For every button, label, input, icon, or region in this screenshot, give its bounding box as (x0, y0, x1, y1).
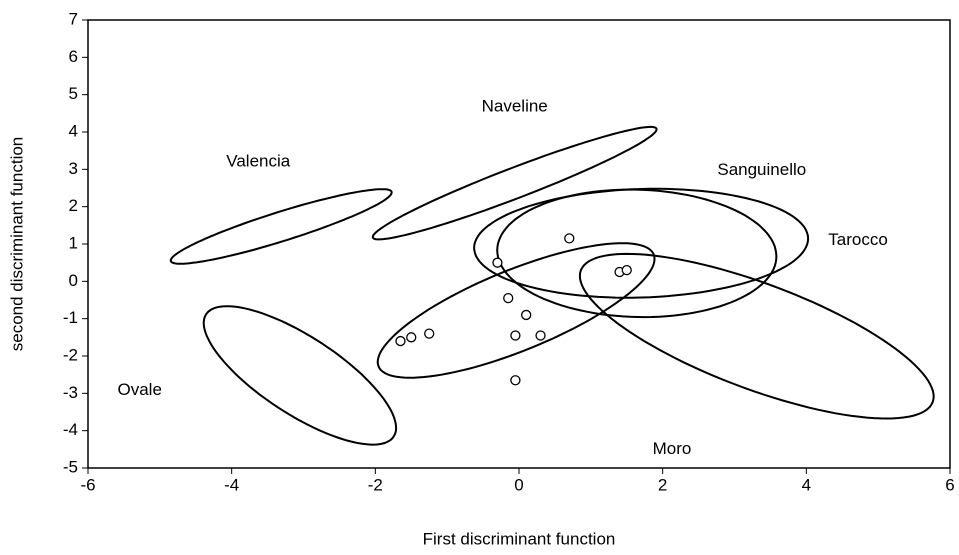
ellipse (473, 187, 810, 299)
ellipse-label: Sanguinello (717, 160, 806, 179)
y-tick-label: 1 (69, 233, 78, 252)
x-tick-label: -4 (224, 475, 239, 494)
ellipse-label: Ovale (118, 380, 162, 399)
y-tick-label: 2 (69, 196, 78, 215)
x-tick-label: 4 (802, 475, 811, 494)
point (424, 328, 435, 339)
ellipse (578, 252, 935, 420)
y-tick-label: -4 (63, 420, 78, 439)
point (564, 233, 575, 244)
x-axis-label: First discriminant function (423, 529, 616, 548)
y-tick-label: -1 (63, 308, 78, 327)
ellipse (496, 188, 778, 319)
ellipse-label: Naveline (482, 96, 548, 115)
ellipse-label: Moro (653, 439, 692, 458)
y-tick-label: 7 (69, 9, 78, 28)
y-tick-label: 6 (69, 47, 78, 66)
y-tick-label: 3 (69, 159, 78, 178)
ellipse-label: Valencia (226, 152, 290, 171)
point (521, 309, 532, 321)
x-tick-label: 6 (945, 475, 954, 494)
x-tick-label: 2 (658, 475, 667, 494)
y-tick-label: 4 (69, 121, 78, 140)
point (621, 264, 632, 276)
x-tick-label: 0 (514, 475, 523, 494)
point (406, 332, 417, 343)
y-tick-label: -3 (63, 383, 78, 402)
point (503, 292, 514, 304)
ellipse (169, 188, 393, 265)
point (510, 375, 521, 386)
x-tick-label: -6 (80, 475, 95, 494)
point (492, 257, 503, 268)
point (535, 330, 546, 341)
ellipse-label: Tarocco (828, 230, 888, 249)
y-tick-label: -2 (63, 345, 78, 364)
point (395, 335, 406, 347)
y-tick-label: 5 (69, 84, 78, 103)
ellipse (371, 125, 658, 241)
plot-frame (87, 19, 951, 469)
ellipse (376, 242, 656, 379)
y-axis-label: second discriminant function (7, 137, 26, 352)
ellipse (202, 305, 398, 446)
y-tick-label: -5 (63, 457, 78, 476)
y-tick-label: 0 (69, 271, 78, 290)
x-tick-label: -2 (368, 475, 383, 494)
point (510, 330, 521, 341)
